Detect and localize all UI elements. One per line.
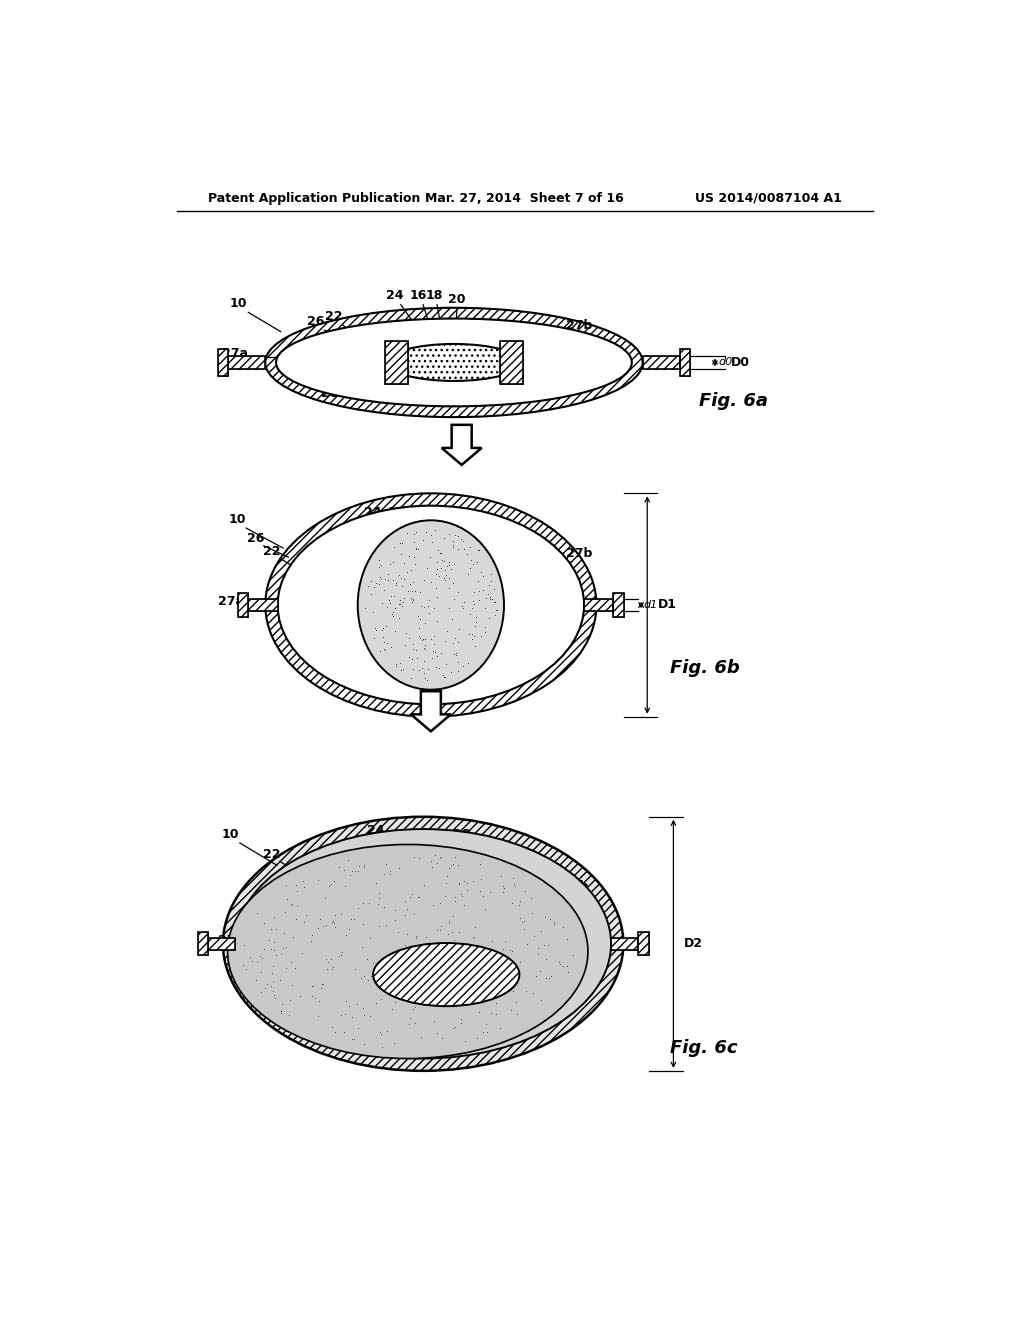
Bar: [249, 599, 278, 611]
Text: 10: 10: [228, 512, 246, 525]
Ellipse shape: [387, 345, 521, 381]
Text: d1: d1: [643, 601, 657, 610]
Text: Patent Application Publication: Patent Application Publication: [208, 191, 420, 205]
Ellipse shape: [265, 494, 596, 717]
Bar: [198, 932, 208, 956]
Bar: [584, 599, 613, 611]
Text: 16: 16: [373, 1028, 390, 1040]
Ellipse shape: [223, 817, 624, 1071]
Ellipse shape: [227, 845, 588, 1059]
Bar: [611, 937, 638, 950]
Bar: [611, 937, 638, 950]
Text: 20: 20: [447, 293, 465, 306]
Text: D1: D1: [658, 598, 677, 611]
Bar: [680, 348, 690, 376]
Bar: [613, 593, 625, 618]
Text: 26: 26: [306, 315, 324, 329]
Bar: [638, 932, 649, 956]
Text: 18: 18: [404, 507, 422, 520]
Text: D0: D0: [730, 356, 750, 370]
Bar: [238, 593, 249, 618]
Text: 27a: 27a: [221, 347, 248, 360]
Text: 18: 18: [425, 289, 442, 302]
Text: 28: 28: [321, 387, 338, 400]
Bar: [613, 593, 625, 618]
Text: 10: 10: [222, 828, 240, 841]
Text: 27a: 27a: [218, 595, 244, 609]
Text: 24: 24: [386, 289, 403, 302]
Text: 16: 16: [387, 507, 404, 520]
Bar: [385, 341, 409, 384]
Ellipse shape: [265, 308, 643, 417]
Bar: [249, 599, 278, 611]
Text: 26: 26: [247, 532, 264, 545]
Bar: [228, 355, 265, 370]
Text: 27b: 27b: [562, 880, 589, 892]
Bar: [385, 341, 409, 384]
Bar: [198, 932, 208, 956]
Bar: [643, 355, 680, 370]
Text: d0: d0: [718, 358, 732, 367]
Text: US 2014/0087104 A1: US 2014/0087104 A1: [695, 191, 842, 205]
Ellipse shape: [276, 318, 632, 407]
Text: 22: 22: [263, 545, 281, 558]
Text: 27b: 27b: [565, 548, 592, 560]
Bar: [643, 355, 680, 370]
Bar: [680, 348, 690, 376]
Text: 20: 20: [453, 828, 470, 841]
Text: Mar. 27, 2014  Sheet 7 of 16: Mar. 27, 2014 Sheet 7 of 16: [425, 191, 625, 205]
Text: Fig. 6c: Fig. 6c: [670, 1039, 737, 1057]
Text: Fig. 6b: Fig. 6b: [670, 659, 739, 677]
Text: 28: 28: [329, 638, 346, 651]
Text: 20: 20: [427, 511, 445, 524]
Ellipse shape: [278, 506, 584, 705]
Bar: [584, 599, 613, 611]
Text: Fig. 6a: Fig. 6a: [698, 392, 768, 411]
Text: 10: 10: [229, 297, 247, 310]
Text: 24: 24: [367, 825, 384, 837]
Bar: [500, 341, 523, 384]
Ellipse shape: [373, 942, 519, 1006]
Text: 16: 16: [410, 289, 427, 302]
Text: 22: 22: [263, 847, 281, 861]
Text: 18: 18: [319, 1015, 336, 1028]
Bar: [208, 937, 236, 950]
Bar: [217, 348, 228, 376]
Text: 22: 22: [325, 310, 343, 323]
Text: 24: 24: [365, 507, 382, 520]
Bar: [238, 593, 249, 618]
Text: 27a: 27a: [218, 933, 244, 946]
Ellipse shape: [357, 520, 504, 689]
Polygon shape: [411, 692, 451, 731]
Text: 27b: 27b: [565, 319, 592, 333]
Text: D2: D2: [684, 937, 703, 950]
Bar: [638, 932, 649, 956]
Polygon shape: [441, 425, 481, 465]
Bar: [217, 348, 228, 376]
Bar: [500, 341, 523, 384]
Bar: [228, 355, 265, 370]
Ellipse shape: [236, 829, 611, 1059]
Bar: [208, 937, 236, 950]
